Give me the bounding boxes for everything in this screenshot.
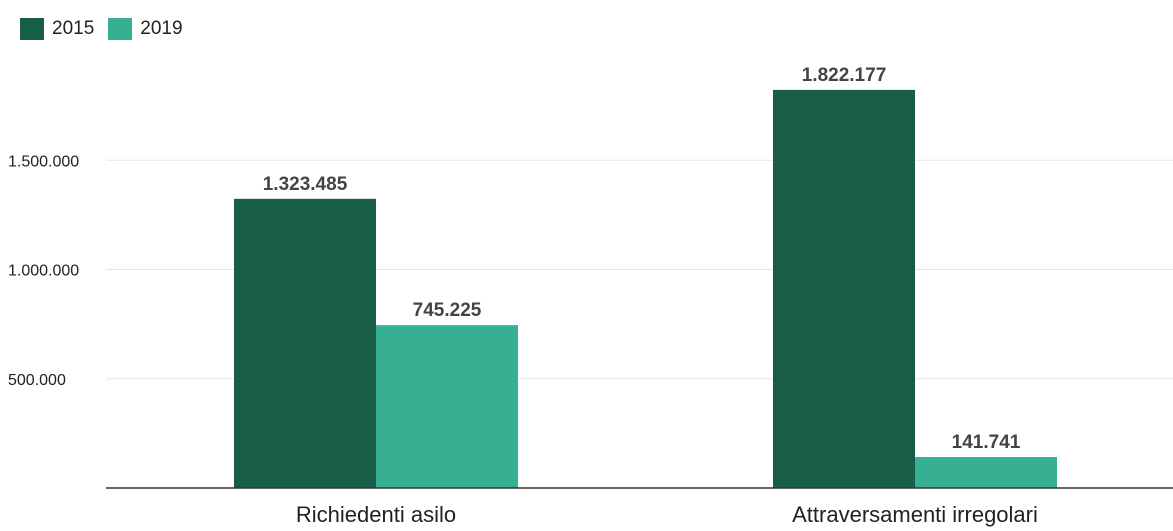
bar-2019-0 <box>376 325 518 488</box>
data-labels: 1.323.485 1.822.177 745.225 141.741 <box>263 65 1021 453</box>
data-label: 141.741 <box>952 432 1021 453</box>
legend-label-2019: 2019 <box>140 18 183 39</box>
legend-label-2015: 2015 <box>52 18 95 39</box>
y-tick-label: 500.000 <box>8 372 66 389</box>
bars <box>234 89 1057 489</box>
y-tick-label: 1.500.000 <box>8 153 79 170</box>
legend-swatch-2015 <box>20 18 44 40</box>
axes: 500.000 1.000.000 1.500.000 Richiedenti asi… <box>8 153 1173 527</box>
data-label: 1.822.177 <box>802 65 887 86</box>
bar-2015-0 <box>234 198 376 488</box>
x-category-label: Attraversamenti irregolari <box>792 502 1038 527</box>
bar-2019-1 <box>915 457 1057 488</box>
data-label: 1.323.485 <box>263 174 348 195</box>
bar-2015-1 <box>773 89 915 489</box>
y-tick-label: 1.000.000 <box>8 263 79 280</box>
x-category-label: Richiedenti asilo <box>296 502 456 527</box>
legend-swatch-2019 <box>108 18 133 40</box>
legend: 2015 2019 <box>20 18 183 40</box>
legend-item-2015: 2015 <box>20 18 94 40</box>
data-label: 745.225 <box>413 300 482 321</box>
legend-item-2019: 2019 <box>108 18 183 40</box>
